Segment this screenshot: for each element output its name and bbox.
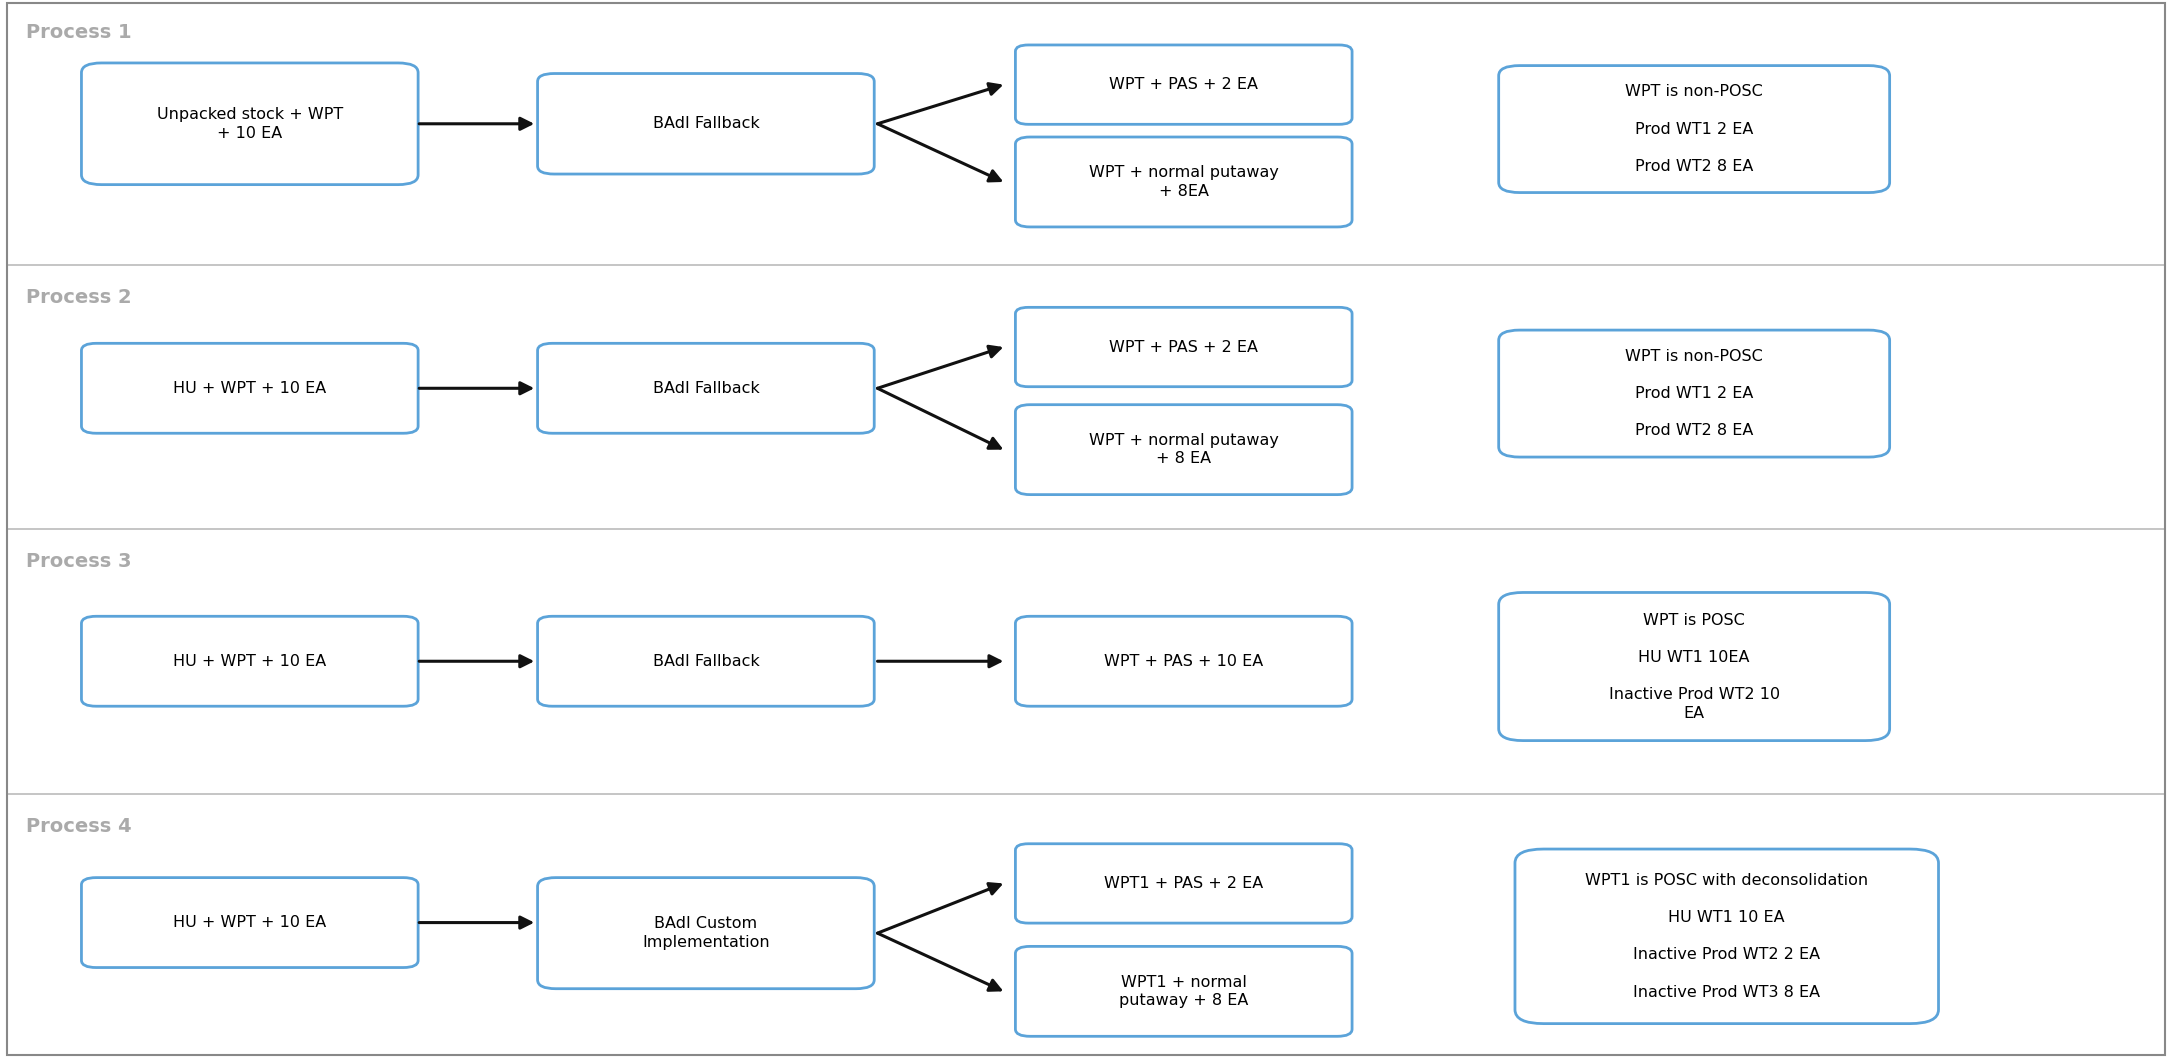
- FancyBboxPatch shape: [1499, 66, 1890, 193]
- Text: WPT1 is POSC with deconsolidation

HU WT1 10 EA

Inactive Prod WT2 2 EA

Inactiv: WPT1 is POSC with deconsolidation HU WT1…: [1586, 873, 1868, 1000]
- FancyBboxPatch shape: [1016, 138, 1351, 227]
- Text: BAdI Fallback: BAdI Fallback: [652, 116, 760, 131]
- FancyBboxPatch shape: [536, 616, 873, 707]
- Text: WPT1 + PAS + 2 EA: WPT1 + PAS + 2 EA: [1103, 876, 1264, 891]
- FancyBboxPatch shape: [83, 616, 417, 707]
- Text: Process 4: Process 4: [26, 817, 132, 836]
- Text: BAdI Custom
Implementation: BAdI Custom Implementation: [643, 916, 769, 950]
- FancyBboxPatch shape: [539, 878, 873, 988]
- Text: WPT is POSC

HU WT1 10EA

Inactive Prod WT2 10
EA: WPT is POSC HU WT1 10EA Inactive Prod WT…: [1609, 613, 1779, 720]
- Text: WPT is non-POSC

Prod WT1 2 EA

Prod WT2 8 EA: WPT is non-POSC Prod WT1 2 EA Prod WT2 8…: [1625, 85, 1764, 174]
- Text: HU + WPT + 10 EA: HU + WPT + 10 EA: [174, 654, 326, 669]
- Text: WPT + PAS + 2 EA: WPT + PAS + 2 EA: [1110, 77, 1258, 92]
- FancyBboxPatch shape: [539, 74, 873, 174]
- FancyBboxPatch shape: [1016, 844, 1351, 923]
- FancyBboxPatch shape: [83, 63, 417, 184]
- FancyBboxPatch shape: [1499, 330, 1890, 457]
- FancyBboxPatch shape: [1016, 616, 1351, 707]
- FancyBboxPatch shape: [1016, 405, 1351, 495]
- Text: Process 2: Process 2: [26, 288, 132, 307]
- FancyBboxPatch shape: [1016, 307, 1351, 386]
- Text: Unpacked stock + WPT
+ 10 EA: Unpacked stock + WPT + 10 EA: [156, 107, 343, 141]
- Text: WPT + normal putaway
+ 8 EA: WPT + normal putaway + 8 EA: [1088, 433, 1279, 467]
- Text: BAdI Fallback: BAdI Fallback: [652, 381, 760, 396]
- Text: HU + WPT + 10 EA: HU + WPT + 10 EA: [174, 381, 326, 396]
- Text: WPT1 + normal
putaway + 8 EA: WPT1 + normal putaway + 8 EA: [1119, 974, 1249, 1008]
- FancyBboxPatch shape: [83, 878, 417, 967]
- Text: WPT + PAS + 2 EA: WPT + PAS + 2 EA: [1110, 340, 1258, 354]
- FancyBboxPatch shape: [83, 343, 417, 434]
- Text: WPT + PAS + 10 EA: WPT + PAS + 10 EA: [1103, 654, 1264, 669]
- Text: BAdI Fallback: BAdI Fallback: [652, 654, 760, 669]
- FancyBboxPatch shape: [1516, 849, 1940, 1024]
- FancyBboxPatch shape: [1016, 946, 1351, 1037]
- Text: Process 1: Process 1: [26, 23, 132, 42]
- FancyBboxPatch shape: [536, 343, 873, 434]
- Text: HU + WPT + 10 EA: HU + WPT + 10 EA: [174, 915, 326, 930]
- Text: WPT is non-POSC

Prod WT1 2 EA

Prod WT2 8 EA: WPT is non-POSC Prod WT1 2 EA Prod WT2 8…: [1625, 349, 1764, 438]
- FancyBboxPatch shape: [1016, 44, 1351, 124]
- FancyBboxPatch shape: [1499, 592, 1890, 741]
- Text: Process 3: Process 3: [26, 552, 132, 571]
- Text: WPT + normal putaway
+ 8EA: WPT + normal putaway + 8EA: [1088, 165, 1279, 199]
